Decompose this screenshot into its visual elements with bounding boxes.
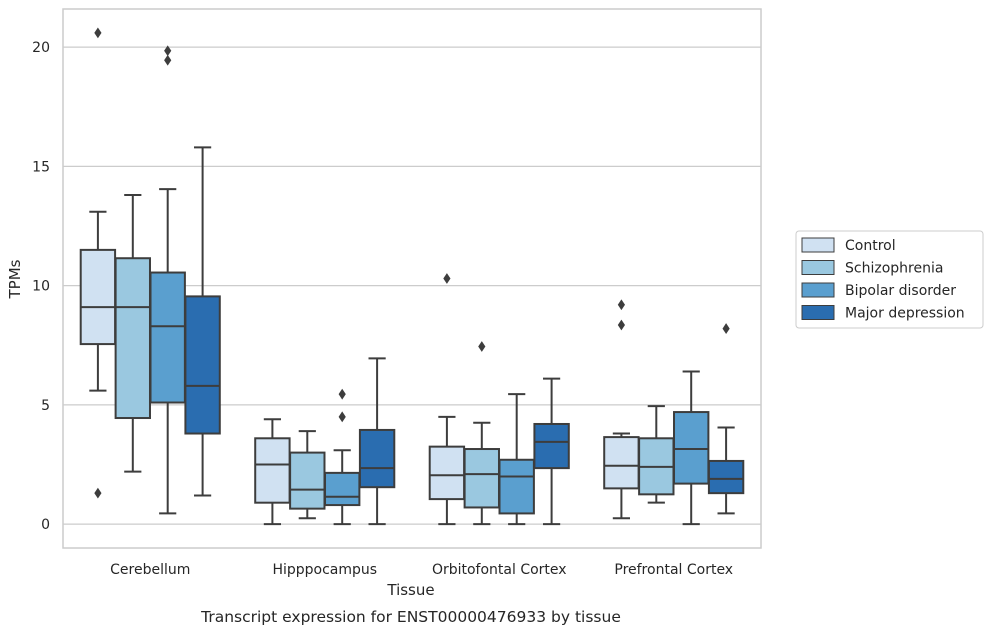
outlier-point	[617, 299, 625, 311]
box-iqr	[673, 411, 710, 485]
box-bipolar-disorder	[324, 388, 361, 526]
box-schizophrenia	[463, 341, 500, 526]
box-bipolar-disorder	[498, 393, 535, 526]
legend-label: Schizophrenia	[845, 261, 943, 277]
box-control	[79, 27, 117, 499]
y-tick-label: 10	[32, 279, 50, 295]
x-tick-label: Cerebellum	[110, 562, 190, 578]
legend-swatch	[801, 305, 835, 320]
legend: Control Schizophrenia Bipolar disorder Majo…	[795, 230, 984, 329]
legend-frame	[795, 230, 984, 329]
box-iqr	[254, 437, 291, 504]
outlier-point	[722, 323, 730, 334]
box-bipolar-disorder	[149, 45, 186, 515]
y-axis-ticks: 0 5 10 15 20	[32, 40, 50, 533]
legend-label: Bipolar disorder	[845, 283, 956, 299]
legend-label: Control	[845, 238, 896, 254]
box-major-depression	[184, 146, 221, 497]
x-tick-label: Orbitofontal Cortex	[432, 562, 567, 578]
outlier-point	[94, 27, 102, 39]
plot-area	[79, 27, 745, 526]
box-major-depression	[533, 377, 570, 526]
outlier-point	[338, 411, 346, 423]
y-tick-label: 0	[41, 517, 50, 533]
box-iqr	[463, 448, 500, 509]
x-axis-ticks: Cerebellum Hipppocampus Orbitofontal Corte…	[110, 562, 733, 578]
box-control	[254, 418, 291, 526]
outlier-point	[164, 54, 172, 66]
box-iqr	[114, 257, 151, 420]
box-iqr	[428, 445, 466, 501]
box-iqr	[149, 271, 186, 404]
x-tick-label: Hipppocampus	[272, 562, 377, 578]
x-axis-label: Tissue	[386, 581, 434, 599]
box-iqr	[184, 295, 221, 435]
y-tick-label: 20	[32, 40, 50, 56]
box-control	[603, 299, 640, 520]
box-control	[428, 273, 466, 526]
box-schizophrenia	[289, 430, 326, 520]
box-major-depression	[707, 323, 745, 515]
legend-label: Major depression	[845, 306, 965, 322]
box-iqr	[533, 422, 570, 470]
box-iqr	[498, 458, 535, 515]
box-iqr	[603, 436, 640, 490]
outlier-point	[338, 388, 346, 400]
box-schizophrenia	[638, 405, 675, 504]
x-tick-label: Prefrontal Cortex	[614, 562, 733, 578]
plot-frame	[62, 8, 762, 549]
box-iqr	[324, 471, 361, 507]
outlier-point	[617, 319, 625, 331]
outlier-point	[164, 45, 172, 57]
outlier-point	[94, 487, 102, 499]
legend-swatch	[801, 237, 835, 253]
box-schizophrenia	[114, 194, 151, 473]
y-tick-label: 15	[32, 159, 50, 175]
outlier-point	[443, 273, 451, 284]
legend-swatch	[801, 260, 835, 275]
outlier-point	[478, 341, 486, 352]
chart-caption: Transcript expression for ENST0000047693…	[200, 608, 621, 626]
box-bipolar-disorder	[673, 370, 710, 526]
y-axis-label: TPMs	[6, 259, 24, 299]
box-iqr	[707, 459, 745, 495]
box-iqr	[358, 428, 396, 489]
legend-swatch	[801, 282, 835, 298]
y-tick-label: 5	[41, 398, 50, 414]
box-iqr	[79, 248, 117, 346]
box-iqr	[289, 451, 326, 510]
box-major-depression	[358, 357, 396, 526]
